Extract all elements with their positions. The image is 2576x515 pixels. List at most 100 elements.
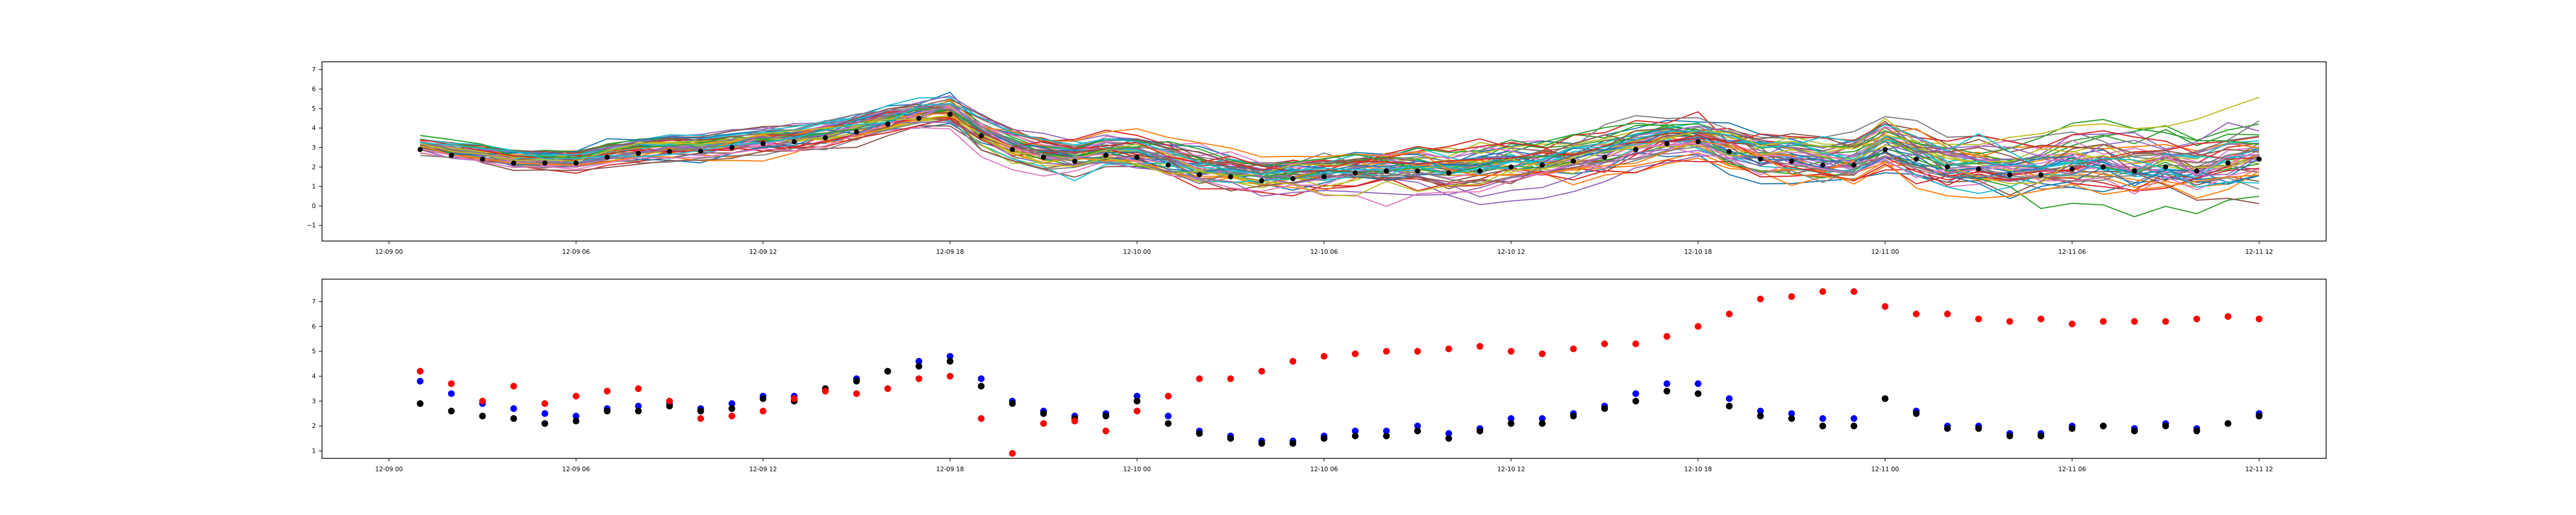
series-point xyxy=(1227,435,1234,442)
ensemble-member-line xyxy=(420,108,2260,194)
observation-point xyxy=(698,149,704,154)
series-point xyxy=(1414,348,1421,355)
series-point xyxy=(1725,403,1733,409)
series-point xyxy=(448,407,455,415)
series-point xyxy=(2162,318,2169,325)
series-point xyxy=(2224,420,2231,427)
series-point xyxy=(1445,345,1452,352)
x-tick-label: 12-10 18 xyxy=(1684,466,1712,473)
ensemble-forecast-chart: 12-09 00 12-09 06 12-09 12 12-09 18 12-10 00… xyxy=(307,61,2327,255)
y-tick-label: 5 xyxy=(312,105,316,112)
series-point xyxy=(1290,358,1297,365)
x-tick-label: 12-09 18 xyxy=(936,248,964,255)
series-point xyxy=(916,363,923,370)
series-point xyxy=(1445,430,1452,437)
observation-point xyxy=(1602,154,1607,160)
y-tick-label: 6 xyxy=(312,323,316,330)
series-point xyxy=(604,388,611,394)
series-point xyxy=(1850,415,1857,422)
series-point xyxy=(541,400,549,407)
ensemble-member-line xyxy=(420,117,2259,173)
observation-point xyxy=(2069,166,2075,172)
series-point xyxy=(635,403,642,409)
series-point xyxy=(884,368,891,375)
x-tick-label: 12-09 00 xyxy=(375,248,403,255)
x-tick-label: 12-10 12 xyxy=(1497,248,1525,255)
series-point xyxy=(666,398,673,405)
observation-point xyxy=(417,147,423,152)
y-tick-label: 2 xyxy=(312,163,316,170)
series-point xyxy=(1819,415,1826,422)
series-point xyxy=(946,353,954,360)
y-tick-label: 4 xyxy=(312,373,316,380)
series-point xyxy=(2162,422,2169,430)
series-point xyxy=(1694,323,1702,330)
x-tick-label: 12-09 12 xyxy=(749,248,777,255)
series-point xyxy=(946,373,954,380)
observation-point xyxy=(542,160,548,166)
series-point xyxy=(1476,343,1483,350)
series-point xyxy=(1258,440,1265,447)
series-point xyxy=(1507,348,1515,355)
plot-area xyxy=(322,62,2326,241)
series-point xyxy=(1663,380,1670,387)
series-point xyxy=(1538,415,1546,422)
observation-point xyxy=(1757,157,1763,162)
series-point xyxy=(572,418,580,424)
series-point xyxy=(853,377,860,385)
series-point xyxy=(1944,425,1951,432)
series-point xyxy=(1601,405,1608,412)
series-point xyxy=(2193,315,2200,322)
y-tick-label: 1 xyxy=(312,183,316,190)
series-point xyxy=(1975,425,1982,432)
series-point xyxy=(1757,407,1764,415)
observation-point xyxy=(1976,166,1981,172)
series-point xyxy=(2131,318,2138,325)
observation-point xyxy=(1010,147,1015,152)
x-tick-label: 12-09 00 xyxy=(375,466,403,473)
x-tick-label: 12-10 00 xyxy=(1123,248,1151,255)
series-point xyxy=(1912,410,1920,417)
series-point xyxy=(541,410,549,417)
series-point xyxy=(1725,311,1733,318)
series-point xyxy=(1632,390,1639,397)
ensemble-member-line xyxy=(420,104,2259,183)
observation-point xyxy=(573,160,579,166)
series-point xyxy=(2006,318,2013,325)
ensemble-member-line xyxy=(420,107,2260,184)
observation-point xyxy=(2038,172,2044,178)
series-point xyxy=(1819,288,1826,295)
series-point xyxy=(417,368,424,375)
ensemble-member-line xyxy=(420,96,2260,197)
series-point xyxy=(1351,433,1359,439)
series-point xyxy=(1383,433,1390,439)
series-point xyxy=(822,388,829,394)
series-point xyxy=(1632,398,1639,405)
series-point xyxy=(1009,400,1016,407)
series-point xyxy=(728,405,736,412)
series-point xyxy=(791,395,798,402)
y-tick-label: −1 xyxy=(307,222,316,229)
y-tick-label: 5 xyxy=(312,348,316,355)
observation-point xyxy=(1446,170,1451,176)
series-point xyxy=(2099,318,2107,325)
series-point xyxy=(759,407,767,415)
series-point xyxy=(2224,313,2231,320)
series-point xyxy=(2006,433,2013,439)
series-point xyxy=(728,413,736,420)
x-tick-label: 12-10 06 xyxy=(1310,248,1338,255)
x-tick-label: 12-09 06 xyxy=(562,248,590,255)
observation-point xyxy=(1228,174,1233,180)
observation-point xyxy=(1103,152,1109,158)
series-point xyxy=(978,375,985,382)
series-point xyxy=(916,358,923,365)
series-point xyxy=(1351,427,1359,435)
series-point xyxy=(1165,413,1172,420)
series-point xyxy=(1819,422,1826,430)
y-tick-label: 1 xyxy=(312,448,316,455)
x-tick-label: 12-11 06 xyxy=(2058,248,2086,255)
observation-point xyxy=(1882,147,1888,152)
observation-point xyxy=(511,160,517,166)
y-tick-label: 7 xyxy=(312,298,316,305)
y-tick-label: 2 xyxy=(312,422,316,430)
